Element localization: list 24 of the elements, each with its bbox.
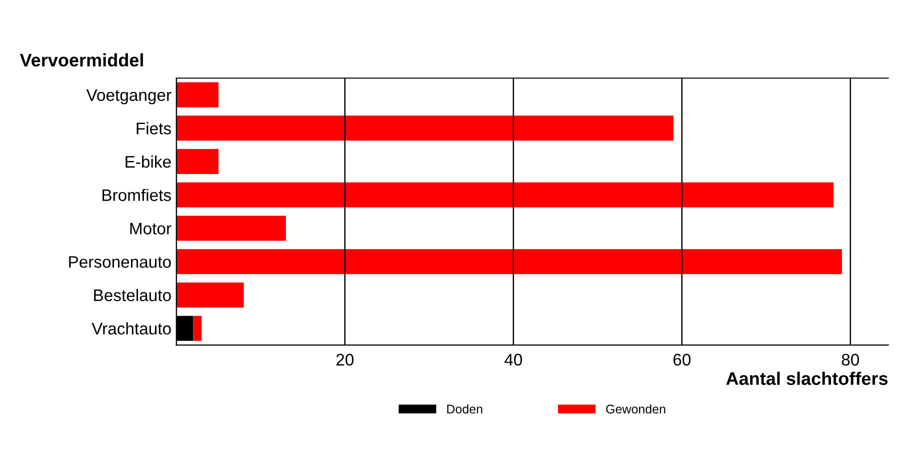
y-axis-title: Vervoermiddel xyxy=(20,53,143,67)
bar xyxy=(176,149,219,174)
bar xyxy=(176,116,674,141)
y-tick-label: E-bike xyxy=(126,155,171,168)
x-axis-title: Aantal slachtoffers xyxy=(726,372,888,385)
y-tick-label: Bestelauto xyxy=(94,288,171,302)
y-tick-label: Motor xyxy=(130,222,172,234)
y-tick-label: Vrachtauto xyxy=(92,322,171,335)
y-tick-label: Bromfiets xyxy=(102,188,171,202)
x-tick-label: 60 xyxy=(673,354,691,366)
y-tick-label: Fiets xyxy=(136,122,171,134)
y-tick-label: Personenauto xyxy=(69,256,171,268)
bar xyxy=(193,316,202,341)
bar xyxy=(176,282,244,308)
x-tick-label: 20 xyxy=(336,354,354,366)
bar xyxy=(176,216,286,241)
y-tick-label: Voetganger xyxy=(86,89,172,104)
legend-label: Doden xyxy=(447,404,482,414)
bar xyxy=(176,82,219,108)
x-tick-label: 40 xyxy=(504,354,522,366)
bar xyxy=(176,182,834,208)
x-tick-label: 80 xyxy=(842,354,860,366)
bar xyxy=(176,249,842,274)
legend-label: Gewonden xyxy=(606,404,666,414)
